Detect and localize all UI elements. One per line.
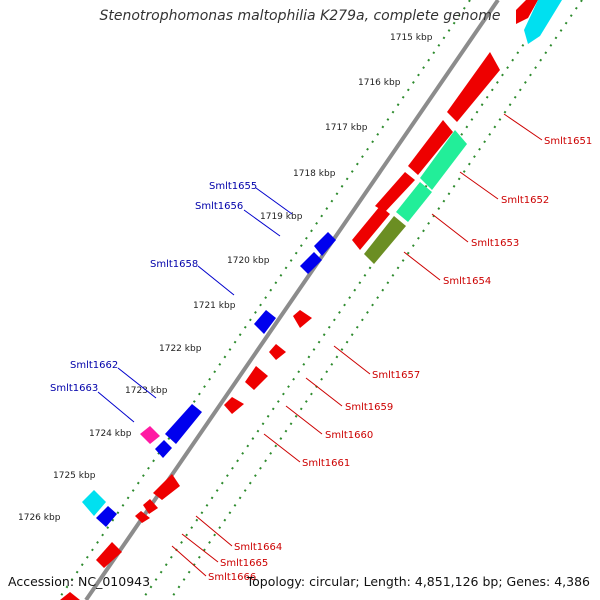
gene-arrow-magenta xyxy=(140,426,160,444)
dotted-track-inner-2 xyxy=(169,0,583,600)
gene-label: Smlt1654 xyxy=(443,276,491,287)
gene-arrow-blue xyxy=(254,310,276,334)
topology-text: Topology: circular; Length: 4,851,126 bp… xyxy=(246,574,590,589)
dotted-track-outer xyxy=(57,0,471,600)
gene-label: Smlt1660 xyxy=(325,430,373,441)
accession-text: Accession: NC_010943 xyxy=(8,574,151,589)
gene-arrow-olive xyxy=(364,216,406,264)
kbp-label: 1716 kbp xyxy=(358,78,401,88)
plus-strand-genes xyxy=(82,232,336,527)
gene-arrow-cyan xyxy=(82,490,106,516)
kbp-label: 1721 kbp xyxy=(193,301,236,311)
gene-label: Smlt1658 xyxy=(150,259,198,270)
gene-arrow-teal xyxy=(396,182,432,222)
gene-label: Smlt1662 xyxy=(70,360,118,371)
gene-arrow-red xyxy=(352,206,390,250)
gene-arrow-red xyxy=(224,397,244,414)
leader-lines-minus xyxy=(171,113,543,577)
gene-arrow-red xyxy=(96,542,122,568)
gene-arrow-red xyxy=(135,511,150,523)
gene-label: Smlt1664 xyxy=(234,542,282,553)
dotted-track-inner-1 xyxy=(141,0,555,600)
gene-arrow-red xyxy=(245,366,268,390)
kbp-label: 1726 kbp xyxy=(18,513,61,523)
gene-label: Smlt1661 xyxy=(302,458,350,469)
gene-arrow-red xyxy=(60,592,80,600)
gene-arrow-teal xyxy=(420,130,467,190)
gene-arrow-blue xyxy=(314,232,336,256)
gene-arrow-blue xyxy=(155,440,172,458)
gene-label: Smlt1651 xyxy=(544,136,592,147)
gene-arrow-red xyxy=(293,310,312,328)
gene-label: Smlt1652 xyxy=(501,195,549,206)
gene-label: Smlt1659 xyxy=(345,402,393,413)
kbp-label: 1722 kbp xyxy=(159,344,202,354)
gene-label: Smlt1666 xyxy=(208,572,256,583)
gene-labels-minus: Smlt1651 Smlt1652 Smlt1653 Smlt1654 Smlt… xyxy=(208,136,592,583)
gene-label: Smlt1653 xyxy=(471,238,519,249)
gene-label: Smlt1655 xyxy=(209,181,257,192)
minus-strand-genes xyxy=(60,0,562,600)
gene-arrow-red xyxy=(143,499,158,514)
kbp-label: 1718 kbp xyxy=(293,169,336,179)
kbp-tick-labels: 1715 kbp 1716 kbp 1717 kbp 1718 kbp 1719… xyxy=(18,33,433,523)
map-title: Stenotrophomonas maltophilia K279a, comp… xyxy=(99,8,501,24)
gene-label: Smlt1665 xyxy=(220,558,268,569)
gene-arrow-red xyxy=(408,120,453,175)
gene-arrow-blue xyxy=(165,404,202,444)
leader-lines-plus xyxy=(97,187,293,423)
kbp-label: 1719 kbp xyxy=(260,212,303,222)
kbp-label: 1717 kbp xyxy=(325,123,368,133)
gene-arrow-red xyxy=(153,474,180,500)
genome-backbone xyxy=(84,0,500,600)
kbp-label: 1720 kbp xyxy=(227,256,270,266)
gene-arrow-cyan xyxy=(524,0,562,44)
gene-arrow-blue xyxy=(96,506,117,527)
gene-label: Smlt1663 xyxy=(50,383,98,394)
kbp-label: 1725 kbp xyxy=(53,471,96,481)
kbp-label: 1715 kbp xyxy=(390,33,433,43)
gene-label: Smlt1657 xyxy=(372,370,420,381)
gene-arrow-red xyxy=(516,0,538,24)
kbp-label: 1724 kbp xyxy=(89,429,132,439)
gene-arrow-blue xyxy=(300,252,322,274)
gene-arrow-red xyxy=(447,52,500,122)
gene-arrow-red xyxy=(269,344,286,360)
gene-label: Smlt1656 xyxy=(195,201,243,212)
gene-labels-plus: Smlt1655 Smlt1656 Smlt1658 Smlt1662 Smlt… xyxy=(50,181,257,394)
gene-arrow-red xyxy=(375,172,415,212)
